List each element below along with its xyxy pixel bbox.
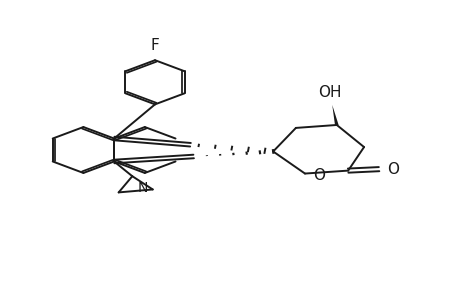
Text: OH: OH [318, 85, 341, 100]
Text: F: F [150, 38, 159, 53]
Polygon shape [331, 105, 338, 125]
Text: O: O [386, 162, 398, 177]
Text: O: O [313, 167, 325, 182]
Text: N: N [137, 181, 147, 195]
